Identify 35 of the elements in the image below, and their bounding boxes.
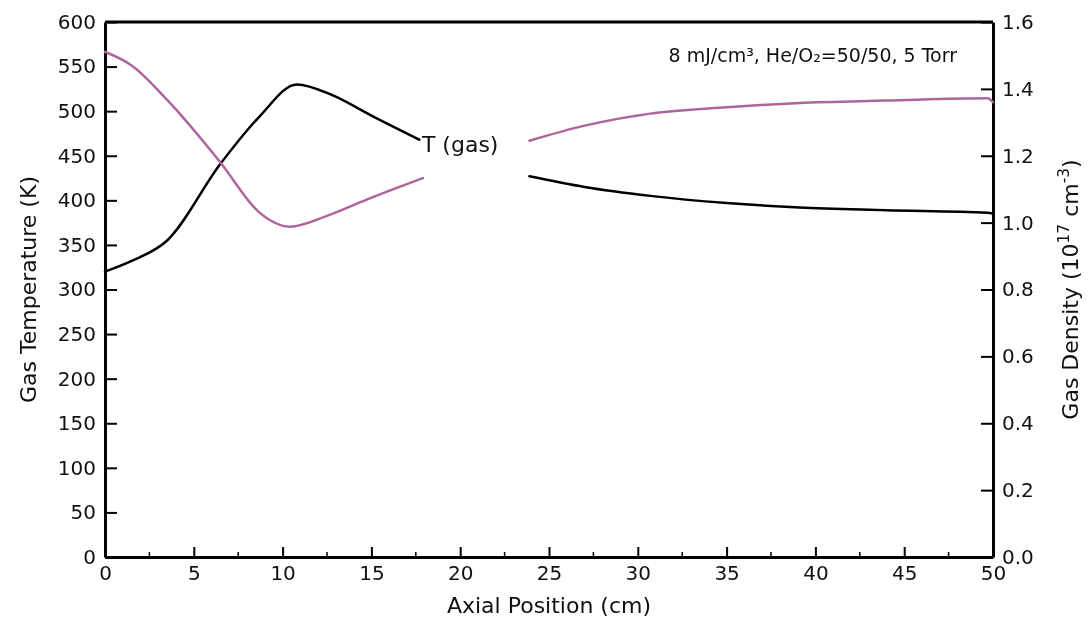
x-tick-label: 30 <box>625 561 652 585</box>
y-tick-label: 400 <box>57 188 96 213</box>
y-tick-label: 450 <box>57 143 96 168</box>
y-tick-label: 550 <box>57 54 96 79</box>
y2-tick-label: 1.6 <box>1002 9 1034 34</box>
y-tick-label: 150 <box>57 411 96 436</box>
x-tick-label: 5 <box>187 561 201 585</box>
x-tick-label: 10 <box>270 561 296 585</box>
y2-tick-label: 1.2 <box>1002 143 1034 168</box>
x-tick-label: 15 <box>359 561 385 585</box>
y-tick-label: 300 <box>57 277 96 302</box>
y-tick-label: 600 <box>57 9 96 34</box>
x-tick-label: 25 <box>536 561 563 585</box>
x-tick-label: 40 <box>803 561 829 585</box>
y-tick-label: 250 <box>57 321 96 346</box>
x-axis-title: Axial Position (cm) <box>446 593 652 618</box>
x-tick-label: 0 <box>99 561 112 585</box>
y2-tick-label: 1.4 <box>1002 76 1034 101</box>
series-label: T (gas) <box>420 131 499 157</box>
x-tick-label: 35 <box>714 561 740 585</box>
y-tick-label: 50 <box>70 500 96 525</box>
y-axis-title: Gas Temperature (K) <box>16 176 41 403</box>
y2-tick-label: 0.6 <box>1002 344 1034 369</box>
y2-tick-label: 0.8 <box>1002 277 1034 302</box>
y-tick-label: 500 <box>57 99 96 124</box>
y-tick-label: 100 <box>57 455 96 480</box>
annotation: 8 mJ/cm³, He/O₂=50/50, 5 Torr <box>668 44 958 66</box>
x-tick-label: 20 <box>447 561 474 585</box>
y2-tick-label: 0.4 <box>1002 411 1034 436</box>
y-tick-label: 0 <box>83 544 96 569</box>
y2-tick-label: 1.0 <box>1002 210 1034 235</box>
y-tick-label: 200 <box>57 366 96 391</box>
x-tick-label: 45 <box>891 561 918 585</box>
y2-tick-label: 0.2 <box>1002 478 1034 503</box>
y-tick-label: 350 <box>57 232 96 257</box>
